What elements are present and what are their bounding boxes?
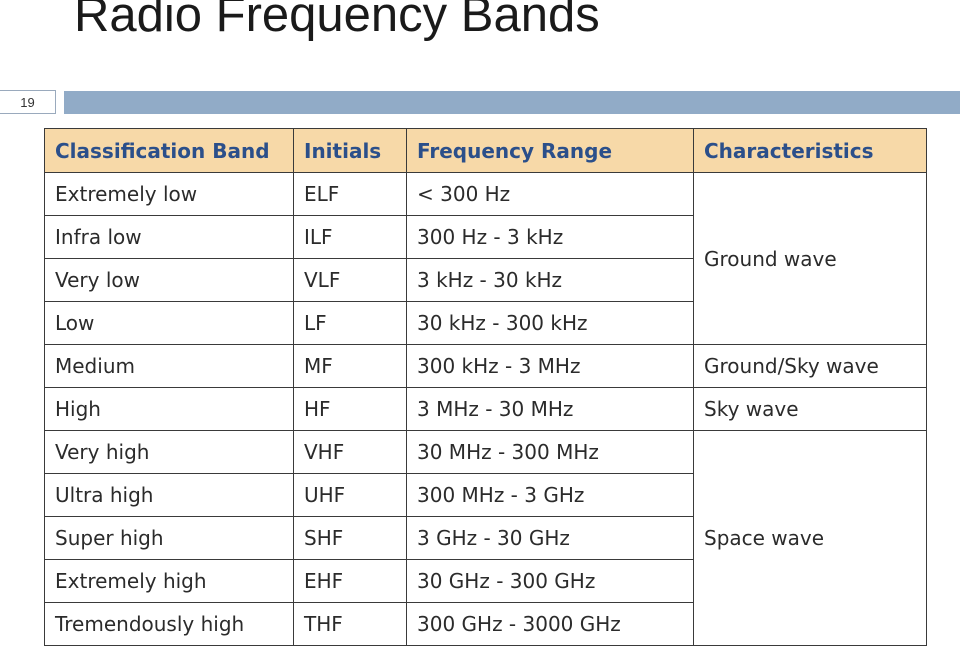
header-frequency-range: Frequency Range [406,128,694,173]
table-row: Very high VHF 30 MHz - 300 MHz Space wav… [44,430,927,646]
cell-band: Extremely low [44,172,294,216]
table-row: High HF 3 MHz - 30 MHz Sky wave [44,387,927,431]
slide-title: Radio Frequency Bands [74,0,600,42]
table-row: Ultra high UHF 300 MHz - 3 GHz [44,473,927,517]
cell-range: 30 kHz - 300 kHz [406,301,694,345]
cell-band: High [44,387,294,431]
cell-initials: UHF [293,473,407,517]
cell-band: Super high [44,516,294,560]
table-row: Tremendously high THF 300 GHz - 3000 GHz [44,602,927,646]
cell-band: Very high [44,430,294,474]
cell-initials: ILF [293,215,407,259]
table-header-row: Classification Band Initials Frequency R… [44,128,927,173]
header-accent-bar [64,91,960,114]
table-row: Medium MF 300 kHz - 3 MHz Ground/Sky wav… [44,344,927,388]
cell-range: 3 GHz - 30 GHz [406,516,694,560]
cell-characteristics: Ground wave [693,172,927,345]
header-characteristics: Characteristics [693,128,927,173]
cell-range: 300 MHz - 3 GHz [406,473,694,517]
cell-initials: VHF [293,430,407,474]
cell-range: 30 GHz - 300 GHz [406,559,694,603]
table-row: Extremely low ELF < 300 Hz Ground wave [44,172,927,345]
cell-band: Low [44,301,294,345]
cell-characteristics: Sky wave [693,387,927,431]
cell-band: Very low [44,258,294,302]
cell-initials: SHF [293,516,407,560]
table-row: Very low VLF 3 kHz - 30 kHz [44,258,927,302]
cell-initials: THF [293,602,407,646]
header-classification-band: Classification Band [44,128,294,173]
cell-band: Infra low [44,215,294,259]
cell-initials: EHF [293,559,407,603]
cell-initials: LF [293,301,407,345]
table-row: Extremely high EHF 30 GHz - 300 GHz [44,559,927,603]
frequency-bands-table: Classification Band Initials Frequency R… [44,128,927,646]
cell-initials: HF [293,387,407,431]
table-row: Low LF 30 kHz - 300 kHz [44,301,927,345]
cell-initials: ELF [293,172,407,216]
header-initials: Initials [293,128,407,173]
page-number-badge: 19 [0,90,56,114]
cell-range: 300 Hz - 3 kHz [406,215,694,259]
cell-band: Extremely high [44,559,294,603]
cell-range: 3 kHz - 30 kHz [406,258,694,302]
cell-characteristics: Space wave [693,430,927,646]
cell-initials: VLF [293,258,407,302]
table-row: Super high SHF 3 GHz - 30 GHz [44,516,927,560]
cell-initials: MF [293,344,407,388]
cell-band: Tremendously high [44,602,294,646]
cell-range: 300 GHz - 3000 GHz [406,602,694,646]
cell-range: 30 MHz - 300 MHz [406,430,694,474]
cell-band: Medium [44,344,294,388]
cell-characteristics: Ground/Sky wave [693,344,927,388]
cell-band: Ultra high [44,473,294,517]
cell-range: 3 MHz - 30 MHz [406,387,694,431]
cell-range: < 300 Hz [406,172,694,216]
cell-range: 300 kHz - 3 MHz [406,344,694,388]
